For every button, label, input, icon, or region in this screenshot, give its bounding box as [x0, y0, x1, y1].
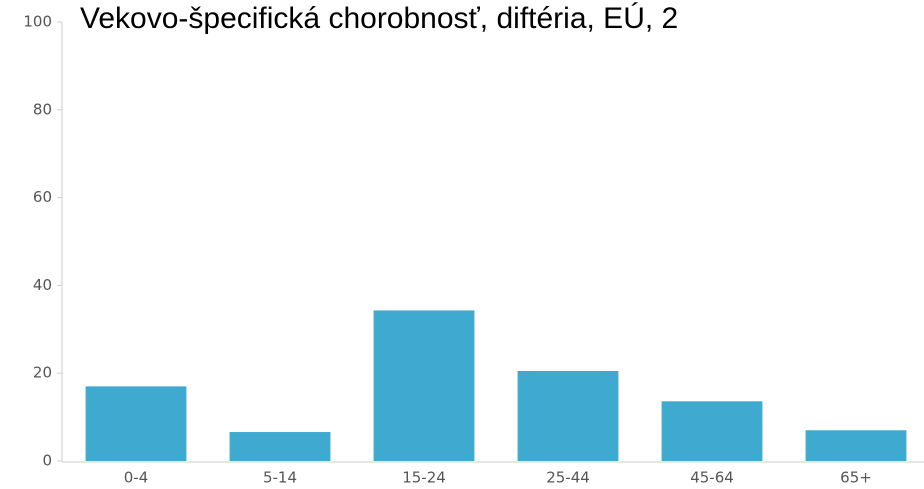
- bar: [229, 432, 331, 461]
- chart-title: Vekovo-špecifická chorobnosť, diftéria, …: [80, 2, 678, 35]
- x-tick-label: 65+: [840, 469, 872, 487]
- y-tick-label: 20: [33, 364, 52, 382]
- y-tick-label: 60: [33, 188, 52, 206]
- bar: [517, 371, 619, 461]
- x-tick-label: 25-44: [546, 469, 590, 487]
- bar: [661, 401, 763, 461]
- y-tick-label: 100: [23, 13, 52, 31]
- y-tick-label: 80: [33, 100, 52, 118]
- y-tick-label: 0: [42, 452, 52, 470]
- bar: [373, 310, 475, 461]
- bar: [85, 386, 187, 461]
- x-tick-label: 5-14: [263, 469, 297, 487]
- y-tick-label: 40: [33, 276, 52, 294]
- bar: [805, 430, 907, 461]
- x-tick-label: 0-4: [124, 469, 149, 487]
- x-tick-label: 45-64: [690, 469, 734, 487]
- x-tick-label: 15-24: [402, 469, 446, 487]
